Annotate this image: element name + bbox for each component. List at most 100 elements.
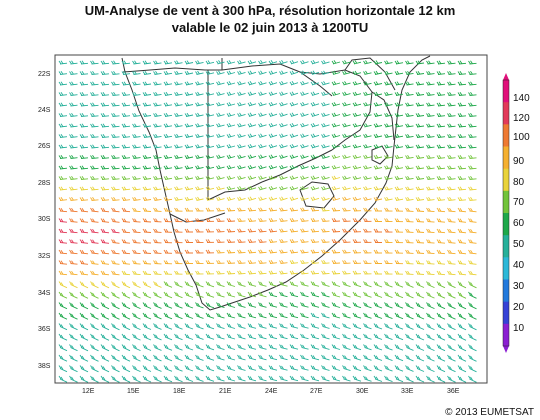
wind-barb [258,186,267,191]
wind-barb [174,354,183,362]
wind-barb [247,60,257,65]
wind-barb [226,239,236,243]
wind-barb [258,196,267,201]
wind-barb [447,123,456,128]
wind-barb [174,186,183,191]
wind-barb [174,133,183,138]
wind-barb [363,175,372,180]
wind-barb [121,165,131,170]
wind-barb [121,197,131,201]
wind-barb [216,133,225,138]
wind-barb [447,239,456,244]
wind-barb [226,333,236,340]
wind-barb [121,312,131,320]
wind-barb [457,207,467,213]
wind-barb [121,281,131,289]
wind-barb [300,302,309,308]
wind-barb [268,112,278,117]
wind-barb [436,113,446,117]
wind-barb [237,344,246,350]
wind-barb [436,197,446,201]
wind-barb [69,102,78,107]
wind-barb [247,270,257,275]
wind-barb [457,165,467,170]
wind-barb [447,291,456,299]
wind-barb [342,154,351,159]
wind-barb [268,281,278,287]
wind-barb [195,333,204,340]
wind-barb [69,270,78,276]
wind-barb [100,197,110,201]
wind-barb [321,375,330,382]
wind-barb [300,291,309,298]
wind-barb [237,154,246,159]
wind-barb [174,365,183,372]
wind-barb [226,270,236,275]
wind-barb [289,302,299,308]
wind-barb [384,112,393,117]
wind-barb [415,133,425,138]
wind-barb [384,312,393,320]
wind-barb [69,323,78,331]
wind-barb [132,175,141,180]
wind-barb [331,91,341,96]
wind-barb [153,81,162,86]
wind-barb [111,302,120,310]
wind-barb [258,375,267,382]
wind-barb [132,91,141,96]
wind-barb [457,291,467,299]
wind-barb [163,270,173,275]
wind-barb [121,291,131,299]
wind-barb [363,249,372,254]
wind-barb [258,154,267,159]
wind-barb [69,239,78,244]
wind-barb [132,165,141,170]
wind-barb [163,291,173,299]
wind-barb [153,112,162,117]
wind-barb [436,123,446,128]
wind-barb [352,281,362,288]
wind-barb [300,333,309,340]
wind-barb [415,165,425,170]
wind-barb [300,123,309,128]
wind-barb [384,144,393,149]
wind-barb [142,270,152,275]
wind-barb [436,249,446,255]
wind-barb [363,196,372,201]
wind-barb [195,144,204,149]
wind-barb [352,154,362,159]
wind-barb [163,81,173,86]
wind-barb [69,71,78,75]
wind-barb [300,112,309,117]
wind-barb [268,133,278,138]
wind-barb [363,186,372,191]
wind-barb [300,186,309,191]
wind-barb [384,281,393,288]
wind-barb [153,154,162,159]
wind-barb [247,165,257,170]
wind-barb [342,354,351,361]
wind-barb [279,375,288,382]
wind-barb [279,312,288,319]
wind-barb [268,81,278,86]
wind-barb [321,144,330,149]
wind-barb [205,354,215,361]
wind-barb [111,81,120,86]
wind-barb [100,281,110,289]
wind-barb [163,102,173,107]
wind-barb [426,70,435,75]
wind-barb [468,228,477,234]
wind-barb [321,112,330,117]
wind-barb [436,344,446,352]
wind-barb [436,375,446,383]
wind-barb [184,323,194,330]
wind-barb [331,302,341,308]
wind-barb [247,260,257,264]
wind-barb [436,260,446,265]
wind-barb [268,333,278,340]
wind-barb [310,196,320,201]
wind-barb [142,333,152,341]
wind-barb [405,365,414,372]
wind-barb [279,112,288,117]
wind-barb [426,375,435,383]
